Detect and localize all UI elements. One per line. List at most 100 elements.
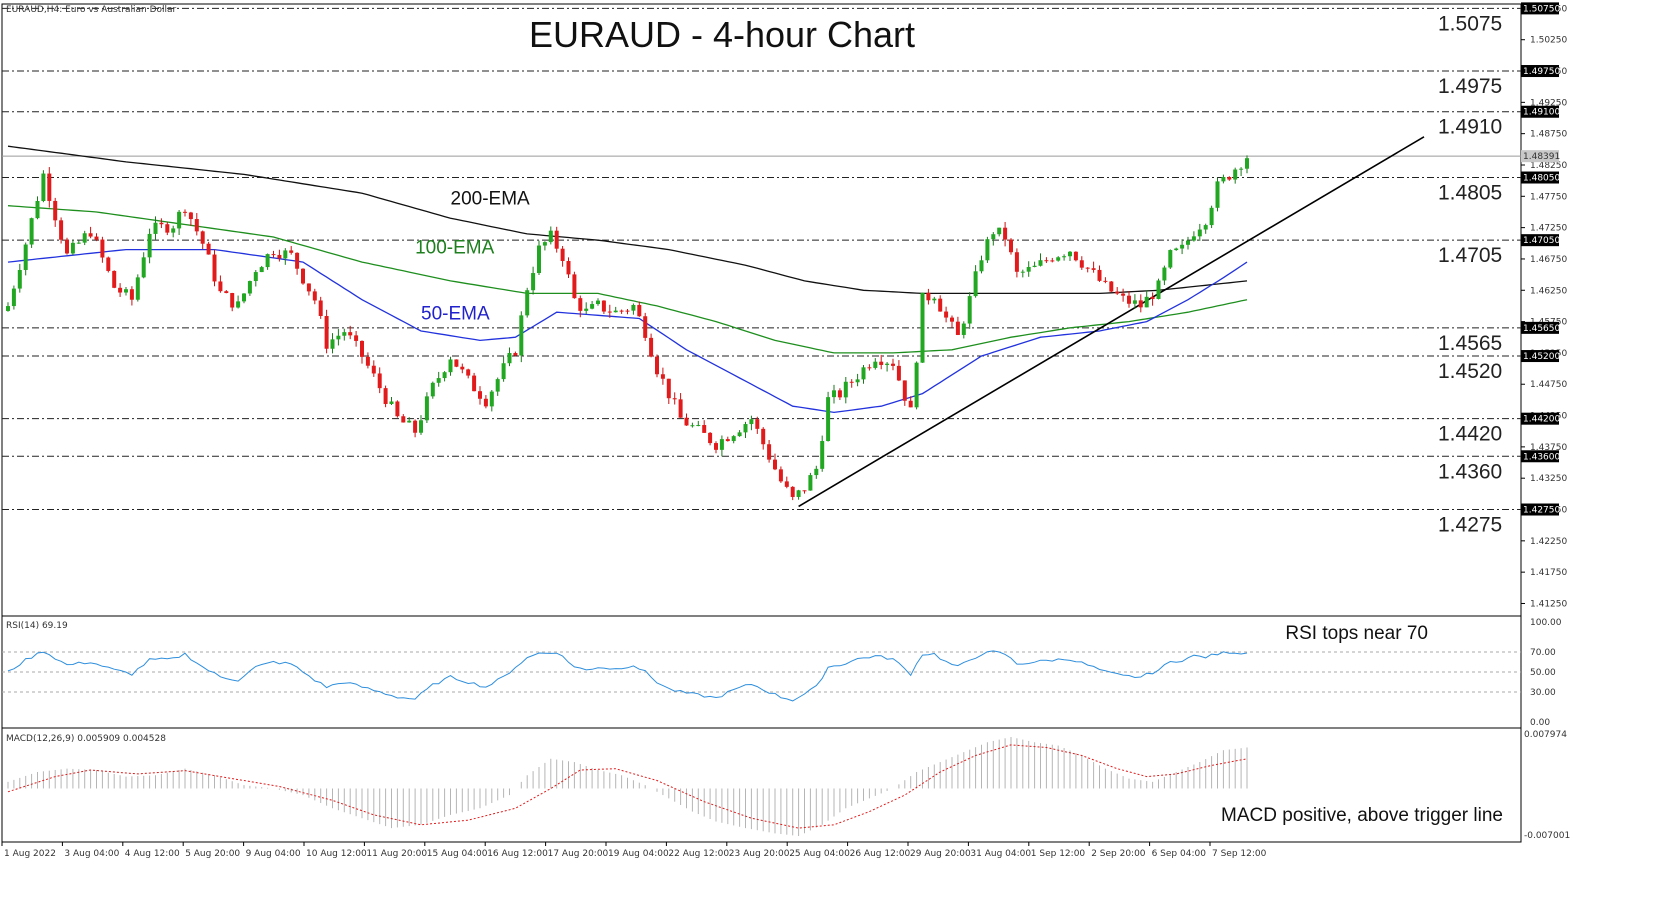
candle-body xyxy=(76,242,81,244)
candle-10 xyxy=(65,237,69,255)
candle-body xyxy=(283,250,288,259)
candle-27 xyxy=(165,221,170,236)
candle-112 xyxy=(666,378,671,405)
level-label-3: 1.4805 xyxy=(1438,182,1502,205)
candle-body xyxy=(613,310,618,313)
candle-body xyxy=(301,268,305,284)
candle-body xyxy=(407,420,412,423)
candle-109 xyxy=(649,333,654,358)
candle-body xyxy=(1191,236,1196,241)
level-tag-box-9 xyxy=(1521,503,1559,516)
candle-body xyxy=(643,316,648,338)
candle-79 xyxy=(472,372,477,392)
candle-179 xyxy=(1062,254,1067,261)
candle-139 xyxy=(826,391,831,442)
macd-indicator xyxy=(7,736,1248,837)
candle-body xyxy=(1109,281,1114,292)
candle-64 xyxy=(383,385,388,408)
rsi-tick-label-1: 70.00 xyxy=(1530,648,1556,658)
candle-body xyxy=(29,218,34,245)
candle-body xyxy=(855,379,860,383)
candle-59 xyxy=(354,331,359,347)
candle-body xyxy=(41,173,46,202)
candle-37 xyxy=(224,290,229,294)
candle-body xyxy=(17,269,22,289)
candle-89 xyxy=(531,266,536,295)
level-tag-box-8 xyxy=(1521,450,1559,463)
candle-body xyxy=(23,244,28,270)
candle-52 xyxy=(312,288,317,305)
candle-201 xyxy=(1191,231,1196,242)
price-tick-label-14: 1.43750 xyxy=(1530,443,1567,453)
candle-body xyxy=(224,291,229,294)
level-label-4: 1.4705 xyxy=(1438,244,1502,267)
level-label-7: 1.4420 xyxy=(1438,423,1502,446)
candle-body xyxy=(383,388,388,404)
candle-body xyxy=(11,288,16,307)
candle-13 xyxy=(82,230,87,246)
candle-body xyxy=(548,230,553,243)
candle-body xyxy=(979,260,984,272)
candle-46 xyxy=(277,249,282,262)
price-tick-label-19: 1.41250 xyxy=(1530,599,1567,609)
candle-175 xyxy=(1038,253,1043,267)
candle-body xyxy=(1221,177,1226,182)
price-tick-label-5: 1.48250 xyxy=(1530,161,1567,171)
candle-body xyxy=(265,254,270,268)
time-tick-label-8: 16 Aug 12:00 xyxy=(487,849,548,859)
candle-158 xyxy=(938,295,943,312)
candle-188 xyxy=(1115,287,1120,295)
candle-159 xyxy=(944,306,949,323)
candle-134 xyxy=(796,489,801,500)
candle-body xyxy=(413,420,418,433)
candle-body xyxy=(466,369,471,376)
candle-body xyxy=(950,317,954,322)
candle-body xyxy=(773,459,777,470)
candle-42 xyxy=(253,270,258,287)
candle-91 xyxy=(542,241,547,251)
candle-38 xyxy=(230,292,235,312)
candle-105 xyxy=(625,308,630,315)
candle-93 xyxy=(554,226,559,253)
candle-87 xyxy=(519,311,524,363)
candle-body xyxy=(206,243,211,255)
candle-165 xyxy=(979,255,984,274)
candle-body xyxy=(501,363,506,380)
candle-body xyxy=(200,231,205,244)
time-tick-label-18: 2 Sep 20:00 xyxy=(1091,849,1146,859)
candle-8 xyxy=(53,197,58,227)
candle-body xyxy=(719,439,724,450)
level-label-2: 1.4910 xyxy=(1438,116,1502,139)
candle-177 xyxy=(1050,257,1055,263)
candle-140 xyxy=(832,384,836,404)
price-tick-label-4: 1.48750 xyxy=(1530,130,1567,140)
candle-body xyxy=(1062,256,1067,258)
macd-pane xyxy=(1,727,1522,843)
candle-body xyxy=(731,436,736,442)
candle-body xyxy=(778,469,783,482)
candle-body xyxy=(371,365,376,374)
candle-body xyxy=(124,289,128,293)
candle-60 xyxy=(360,340,364,364)
candle-body xyxy=(1068,251,1072,257)
macd-tick-label-1: -0.007001 xyxy=(1524,831,1570,841)
candle-203 xyxy=(1203,223,1208,234)
candle-189 xyxy=(1121,288,1126,302)
candle-114 xyxy=(678,393,683,418)
candle-169 xyxy=(1003,221,1008,247)
candle-95 xyxy=(566,257,571,279)
candle-206 xyxy=(1221,174,1226,184)
candle-132 xyxy=(784,476,789,489)
candle-body xyxy=(454,359,459,367)
candle-body xyxy=(891,363,895,366)
candle-body xyxy=(725,439,730,442)
candle-163 xyxy=(967,292,972,329)
candle-body xyxy=(755,419,760,429)
candle-34 xyxy=(206,241,211,255)
level-tag-text-7: 1.44200 xyxy=(1523,415,1560,425)
level-label-9: 1.4275 xyxy=(1438,514,1502,537)
rsi-annotation: RSI tops near 70 xyxy=(1285,623,1428,644)
candle-body xyxy=(997,227,1002,235)
candle-body xyxy=(354,335,359,341)
candle-body xyxy=(389,401,394,404)
